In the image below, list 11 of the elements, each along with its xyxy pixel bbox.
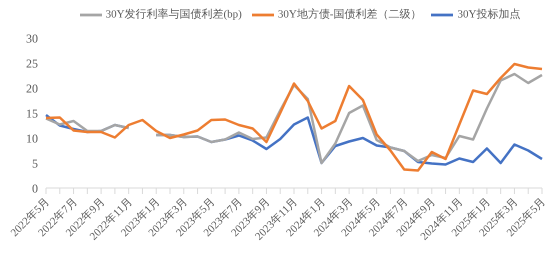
legend-label: 30Y地方债-国债利差（二级） bbox=[278, 8, 422, 21]
line-series bbox=[44, 62, 544, 172]
legend-label: 30Y发行利率与国债利差(bp) bbox=[106, 8, 242, 21]
y-tick-label: 10 bbox=[26, 131, 38, 146]
y-tick-label: 20 bbox=[26, 81, 38, 96]
y-tick-label: 0 bbox=[32, 181, 38, 196]
y-tick-label: 5 bbox=[32, 156, 38, 170]
y-tick-label: 30 bbox=[26, 31, 38, 46]
legend-label: 30Y投标加点 bbox=[457, 8, 520, 21]
y-tick-label: 15 bbox=[26, 106, 38, 120]
y-tick-label: 25 bbox=[26, 56, 38, 70]
